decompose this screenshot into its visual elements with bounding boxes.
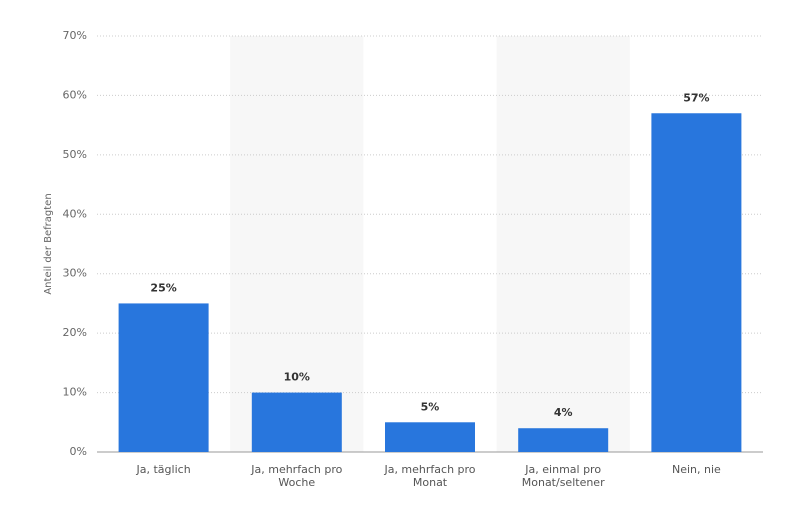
y-tick-label: 20%: [63, 326, 87, 339]
bar: [518, 428, 609, 452]
y-tick-label: 30%: [63, 267, 87, 280]
bar: [118, 303, 209, 452]
y-tick-label: 50%: [63, 148, 87, 161]
y-tick-label: 0%: [70, 445, 87, 458]
bar: [251, 392, 342, 452]
value-label: 57%: [683, 91, 709, 104]
y-tick-label: 10%: [63, 386, 87, 399]
y-tick-label: 70%: [63, 29, 87, 42]
x-tick-label: Ja, täglich: [136, 463, 191, 476]
value-label: 4%: [554, 406, 573, 419]
value-label: 5%: [421, 400, 440, 413]
x-tick-label: Ja, einmal pro Monat/seltener: [521, 463, 605, 489]
y-axis-label: Anteil der Befragten: [43, 193, 54, 294]
value-label: 25%: [150, 281, 176, 294]
bar: [385, 422, 475, 452]
x-tick-label: Nein, nie: [671, 463, 721, 476]
bar: [651, 113, 742, 452]
y-tick-label: 60%: [63, 88, 87, 101]
band-shade: [230, 36, 364, 452]
band-shade: [496, 36, 630, 452]
x-tick-label: Ja, mehrfach pro Woche: [251, 463, 343, 489]
x-tick-label: Ja, mehrfach pro Monat: [384, 463, 476, 489]
y-tick-label: 40%: [63, 207, 87, 220]
value-label: 10%: [284, 371, 310, 384]
